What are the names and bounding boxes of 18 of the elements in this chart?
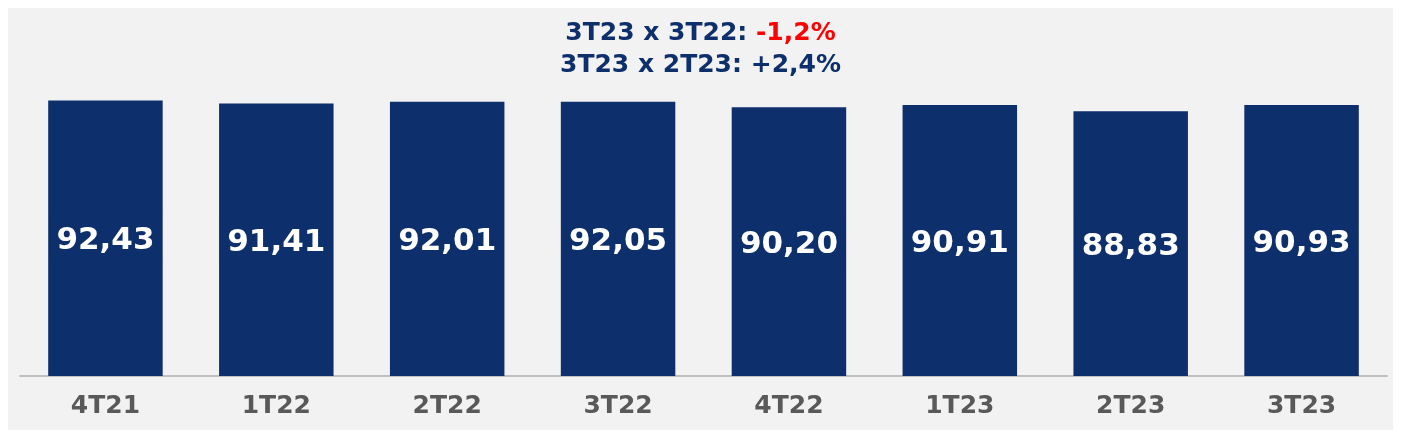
data-label: 90,93 xyxy=(1252,222,1351,259)
data-label: 92,05 xyxy=(569,220,668,257)
x-tick-label: 3T23 xyxy=(1266,390,1337,419)
x-tick-label: 4T21 xyxy=(70,390,141,419)
text: 3T23 x 3T22: -1,2% xyxy=(565,16,836,46)
data-label: 88,83 xyxy=(1081,225,1180,262)
x-tick-label: 2T23 xyxy=(1096,390,1166,419)
x-tick-label: 1T22 xyxy=(241,390,311,419)
x-tick-label: 3T22 xyxy=(583,390,653,419)
data-label: 90,20 xyxy=(739,223,838,260)
x-tick-label: 2T22 xyxy=(412,390,482,419)
data-label: 91,41 xyxy=(227,221,326,258)
x-tick-label: 4T22 xyxy=(754,390,824,419)
data-label: 90,91 xyxy=(910,222,1009,259)
data-label: 92,01 xyxy=(398,220,497,257)
text: 3T23 x 2T23: +2,4% xyxy=(560,48,841,78)
data-label: 92,43 xyxy=(56,220,155,257)
x-tick-label: 1T23 xyxy=(925,390,995,419)
